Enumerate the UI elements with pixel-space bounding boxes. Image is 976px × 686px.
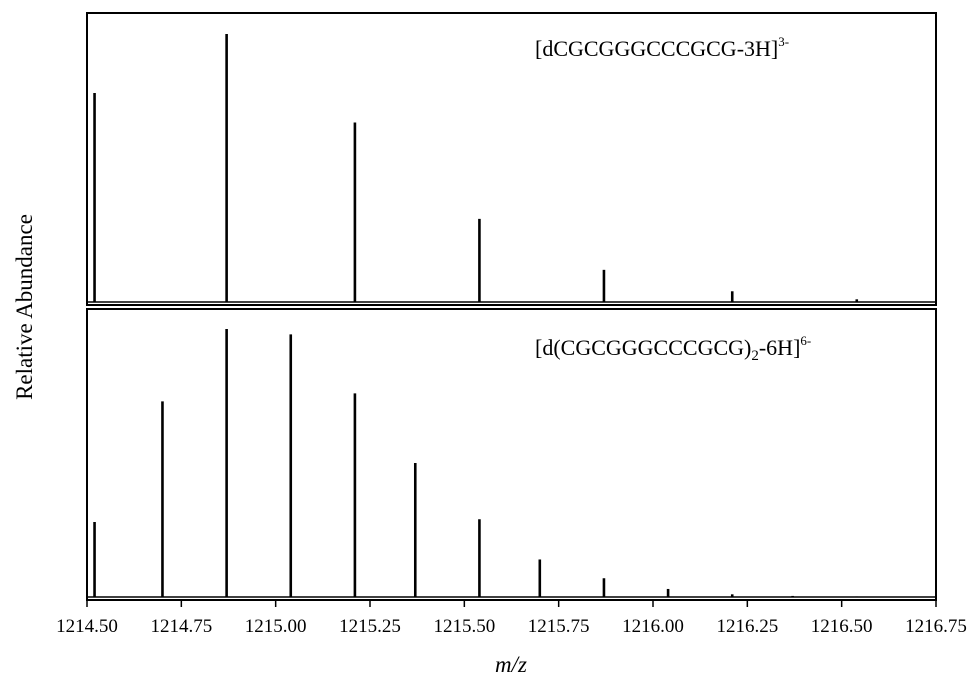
x-tick-label-3: 1215.25 — [339, 616, 401, 637]
top-label-main: [dCGCGGGCCCGCG-3H] — [535, 36, 778, 61]
x-axis-ticks: 1214.50 1214.75 1215.00 1215.25 1215.50 1215.… — [56, 600, 967, 637]
x-tick-label-6: 1216.00 — [622, 616, 684, 637]
bottom-label-sub: 2 — [751, 348, 759, 364]
top-panel-frame — [86, 12, 937, 306]
x-tick-label-2: 1215.00 — [245, 616, 307, 637]
top-label-charge: 3- — [778, 34, 789, 49]
x-tick-label-1: 1214.75 — [150, 616, 212, 637]
x-tick-label-0: 1214.50 — [56, 616, 118, 637]
bottom-panel-label: [d(CGCGGGCCCGCG)2-6H]6- — [535, 333, 811, 364]
bottom-label-pre: [d(CGCGGGCCCGCG) — [535, 335, 751, 360]
x-tick-label-7: 1216.25 — [716, 616, 778, 637]
x-tick-label-9: 1216.75 — [905, 616, 967, 637]
x-tick-label-5: 1215.75 — [528, 616, 590, 637]
x-axis-label: m/z — [495, 652, 527, 677]
bottom-panel-frame — [86, 308, 937, 601]
top-peaks — [93, 34, 859, 302]
top-panel-label: [dCGCGGGCCCGCG-3H]3- — [535, 34, 789, 61]
bottom-peaks — [93, 329, 859, 597]
x-tick-label-8: 1216.50 — [811, 616, 873, 637]
y-axis-label: Relative Abundance — [12, 214, 37, 400]
bottom-label-post: -6H] — [759, 335, 801, 360]
bottom-label-charge: 6- — [800, 333, 811, 348]
x-tick-label-4: 1215.50 — [433, 616, 495, 637]
